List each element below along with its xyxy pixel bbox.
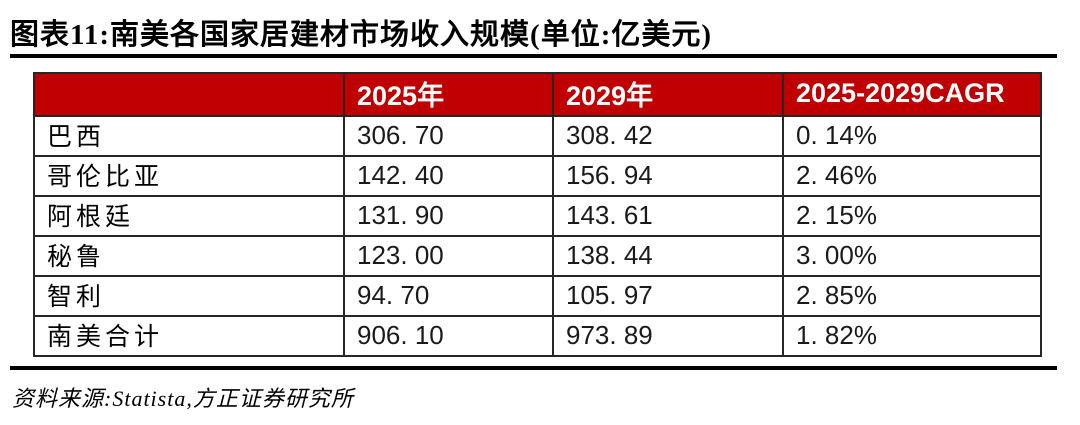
value-2029: 143. 61	[552, 195, 784, 237]
value-2025: 94. 70	[343, 275, 554, 317]
row-label: 哥伦比亚	[33, 155, 345, 197]
row-label: 南美合计	[33, 315, 345, 357]
value-cagr: 1. 82%	[782, 315, 1042, 357]
value-cagr: 2. 85%	[782, 275, 1042, 317]
value-2029: 138. 44	[552, 235, 784, 277]
table-header-row: 2025年 2029年 2025-2029CAGR	[33, 72, 1042, 117]
row-label: 秘鲁	[33, 235, 345, 277]
table-row-brazil: 巴西 306. 70 308. 42 0. 14%	[33, 115, 1042, 157]
value-2029: 973. 89	[552, 315, 784, 357]
value-2025: 142. 40	[343, 155, 554, 197]
footer-rule	[10, 366, 1057, 370]
table-row-chile: 智利 94. 70 105. 97 2. 85%	[33, 275, 1042, 317]
value-cagr: 2. 46%	[782, 155, 1042, 197]
table-row-south-america-total: 南美合计 906. 10 973. 89 1. 82%	[33, 315, 1042, 357]
market-revenue-table: 2025年 2029年 2025-2029CAGR 巴西 306. 70 308…	[33, 72, 1042, 357]
value-2029: 308. 42	[552, 115, 784, 157]
row-label: 阿根廷	[33, 195, 345, 237]
value-2025: 131. 90	[343, 195, 554, 237]
header-cell-2025: 2025年	[343, 72, 554, 117]
table-row-argentina: 阿根廷 131. 90 143. 61 2. 15%	[33, 195, 1042, 237]
table-row-peru: 秘鲁 123. 00 138. 44 3. 00%	[33, 235, 1042, 277]
row-label: 巴西	[33, 115, 345, 157]
table-row-colombia: 哥伦比亚 142. 40 156. 94 2. 46%	[33, 155, 1042, 197]
value-2029: 105. 97	[552, 275, 784, 317]
header-cell-cagr: 2025-2029CAGR	[782, 72, 1042, 117]
row-label: 智利	[33, 275, 345, 317]
value-cagr: 0. 14%	[782, 115, 1042, 157]
figure-title: 图表11:南美各国家居建材市场收入规模(单位:亿美元)	[10, 19, 713, 51]
value-2029: 156. 94	[552, 155, 784, 197]
header-cell-blank	[33, 72, 345, 117]
header-cell-2029: 2029年	[552, 72, 784, 117]
value-2025: 123. 00	[343, 235, 554, 277]
value-2025: 306. 70	[343, 115, 554, 157]
title-rule	[10, 54, 1057, 58]
value-cagr: 3. 00%	[782, 235, 1042, 277]
source-note: 资料来源:Statista,方正证券研究所	[12, 386, 354, 411]
value-cagr: 2. 15%	[782, 195, 1042, 237]
value-2025: 906. 10	[343, 315, 554, 357]
